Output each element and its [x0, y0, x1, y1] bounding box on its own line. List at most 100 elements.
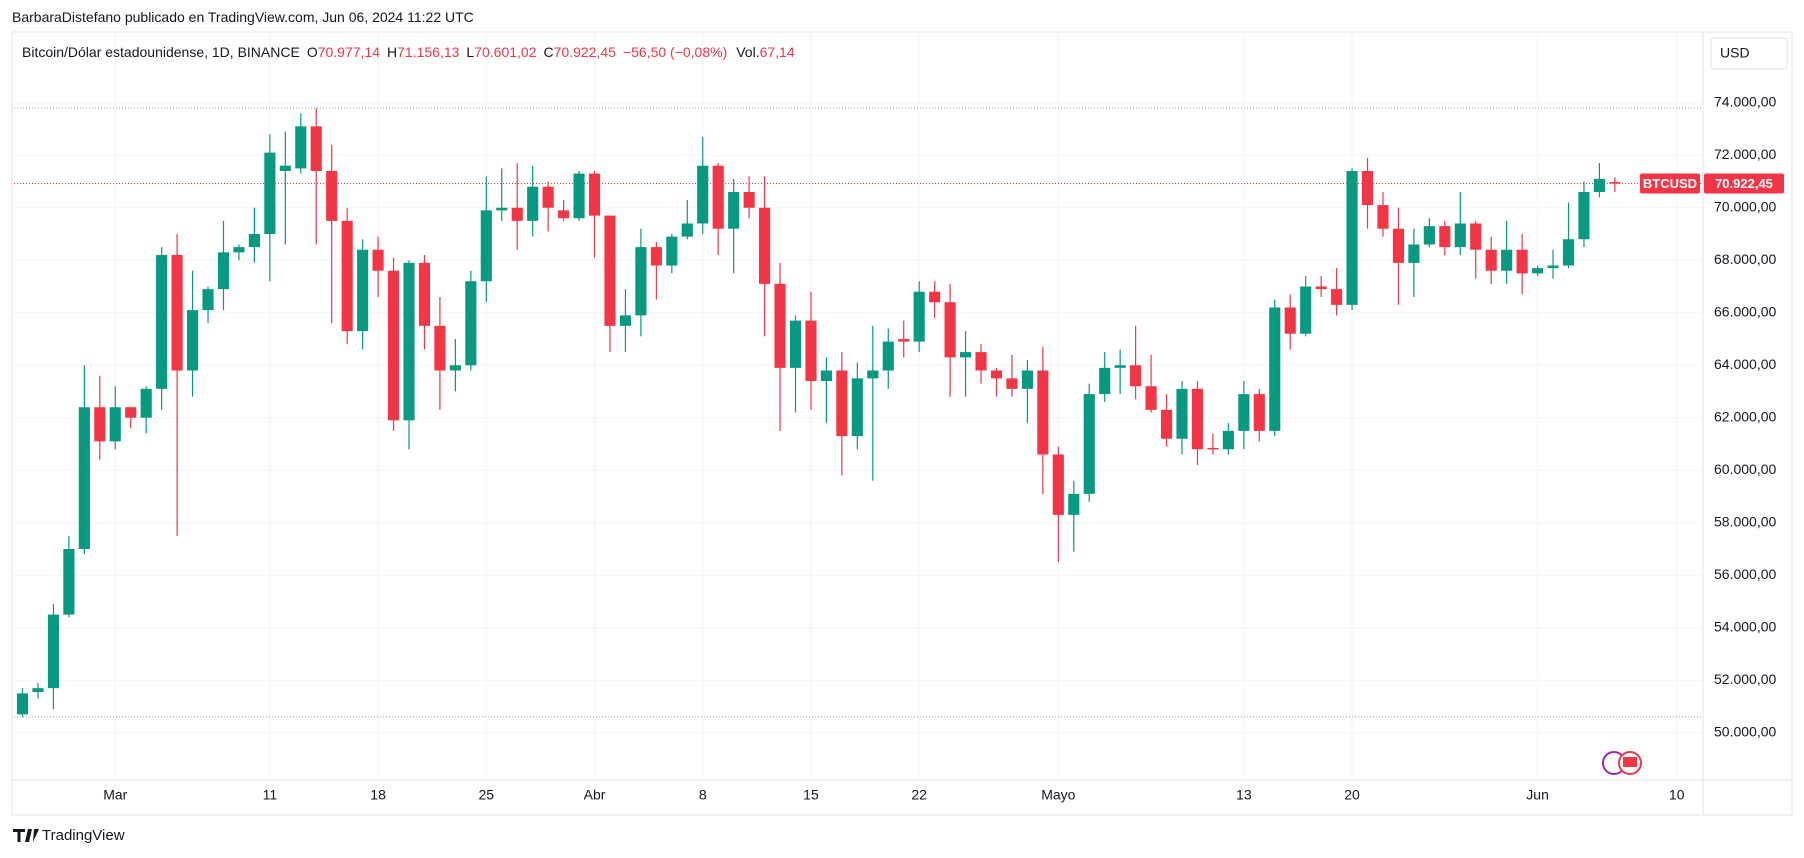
currency-button[interactable] [1710, 37, 1788, 70]
legend-value: 70.601,02 [474, 44, 537, 60]
candle-body [217, 252, 230, 290]
y-tick-label: 66.000,00 [1714, 303, 1776, 319]
candle-body [1176, 388, 1188, 439]
candle-body [558, 210, 570, 219]
x-tick-label: 18 [370, 787, 386, 803]
legend-key: H [387, 44, 398, 60]
candle-body [341, 220, 353, 332]
candle-body [465, 281, 477, 366]
candle-body [233, 247, 245, 253]
candle-body [403, 262, 415, 421]
candle-body [125, 407, 137, 418]
candle-body [882, 341, 894, 371]
candle-body [1222, 430, 1234, 450]
indicator-icons [1602, 751, 1642, 775]
legend-value: 71.156,13 [397, 44, 460, 60]
candle-body [1191, 388, 1204, 450]
candle-body [357, 249, 369, 332]
candle-body [913, 291, 925, 342]
candle-body [1331, 289, 1343, 305]
x-tick-label: 10 [1669, 787, 1685, 803]
candle-body [944, 302, 956, 358]
currency-label: USD [1720, 45, 1750, 61]
candle-body [1346, 170, 1358, 305]
x-tick-label: 25 [479, 787, 495, 803]
candle-body [542, 186, 554, 208]
candle-body [1377, 205, 1389, 229]
candle-body [1130, 365, 1142, 387]
candle-body [449, 365, 461, 371]
candle-body [619, 315, 632, 326]
candle-body [1423, 226, 1435, 245]
x-tick-label: 11 [263, 787, 278, 803]
brand-name: TradingView [42, 827, 125, 844]
candle-body [681, 223, 693, 237]
candle-body [1516, 249, 1528, 274]
candle-body [1593, 178, 1605, 192]
candle-body [1068, 493, 1080, 515]
candle-body [1361, 170, 1374, 206]
candle-body [1006, 378, 1018, 389]
candle-body [186, 310, 199, 371]
legend-symbol: Bitcoin/Dólar estadounidense, 1D, BINANC… [22, 44, 300, 60]
candle-body [990, 370, 1003, 379]
candle-body [1454, 223, 1466, 248]
candle-body [1408, 244, 1420, 263]
candle-body [975, 352, 987, 371]
x-tick-label: 15 [803, 787, 819, 803]
candle-body [1300, 286, 1312, 334]
candle-body [1269, 307, 1281, 431]
y-tick-label: 74.000,00 [1714, 93, 1776, 109]
y-tick-label: 52.000,00 [1714, 671, 1776, 687]
candle-body [418, 262, 431, 326]
legend-vol: 67,14 [759, 44, 795, 60]
candle-body [1052, 454, 1064, 515]
candle-body [1114, 365, 1126, 368]
candle-body [635, 247, 647, 316]
candle-body [666, 236, 678, 266]
candle-body [851, 378, 863, 437]
candle-body [1207, 447, 1219, 450]
candle-body [573, 173, 585, 219]
frame [11, 31, 1793, 816]
candle-body [16, 693, 29, 715]
candle-body [295, 126, 307, 169]
candle-body [650, 247, 662, 266]
candle-body [496, 207, 508, 211]
candle-body [820, 370, 832, 381]
candle-body [1578, 191, 1590, 240]
candle-body [1315, 286, 1327, 290]
x-tick-label: Abr [584, 787, 606, 803]
candle-body [140, 388, 152, 418]
candle-body [1160, 409, 1173, 439]
candle-body [1145, 386, 1157, 410]
candle-body [248, 233, 260, 248]
y-tick-label: 60.000,00 [1714, 461, 1776, 477]
candle-body [279, 165, 291, 171]
candle-body [1439, 226, 1451, 248]
x-tick-label: 20 [1344, 787, 1360, 803]
brand-logo [13, 829, 39, 842]
candle-body [1470, 223, 1482, 250]
candle-body [805, 320, 817, 381]
byline: BarbaraDistefano publicado en TradingVie… [12, 9, 474, 25]
x-tick-label: 13 [1236, 787, 1252, 803]
candle-body [604, 215, 616, 326]
candle-body [78, 407, 90, 549]
symbol-tag: BTCUSD [1643, 176, 1697, 191]
candle-body [789, 320, 802, 368]
legend-key: C [543, 44, 554, 60]
y-tick-label: 70.000,00 [1714, 198, 1776, 214]
candle-body [1083, 394, 1095, 494]
candle-body [480, 210, 492, 282]
candle-body [1547, 265, 1559, 269]
legend-change: −56,50 (−0,08%) [622, 44, 728, 60]
candle-body [1501, 249, 1513, 271]
legend-vol-key: Vol. [736, 44, 760, 60]
candle-body [1238, 394, 1250, 431]
y-tick-label: 62.000,00 [1714, 408, 1776, 424]
candle-body [1099, 367, 1111, 395]
price-tag: 70.922,45 [1715, 176, 1773, 191]
